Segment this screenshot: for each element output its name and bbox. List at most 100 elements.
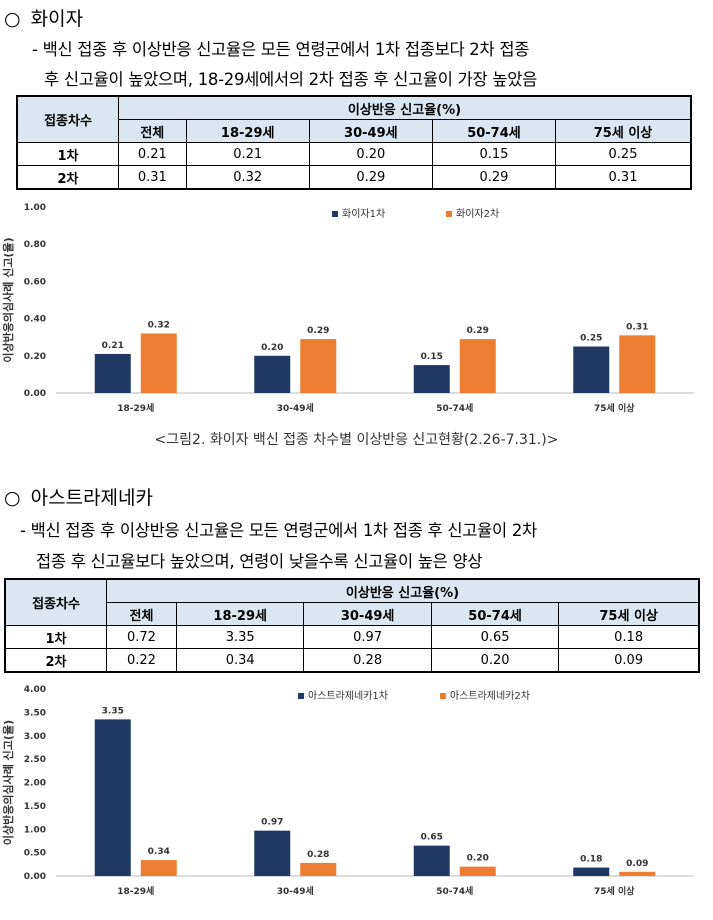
data-label: 0.31 <box>626 322 648 332</box>
x-tick-label: 50-74세 <box>436 402 473 414</box>
data-label: 0.09 <box>626 859 648 869</box>
x-tick-label: 30-49세 <box>277 885 314 897</box>
section-title-astrazeneca: ○ 아스트라제네카 <box>4 483 153 510</box>
rate-table-pfizer: 접종차수 이상반응 신고율(%) 전체 18-29세 30-49세 50-74세 75세 이… <box>16 95 692 190</box>
bar-series-1 <box>413 365 450 393</box>
table-column-header: 50-74세 <box>431 119 557 143</box>
data-label: 0.15 <box>421 352 443 362</box>
table-cell: 3.35 <box>175 625 305 649</box>
table-cell: 0.31 <box>555 165 692 190</box>
y-axis-label: 이상반응의심사례 신고(율) <box>1 720 15 845</box>
table-column-header: 30-49세 <box>303 602 432 626</box>
y-tick-label: 3.00 <box>24 732 46 742</box>
legend-entry: 화이자1차 <box>342 208 385 220</box>
table-cell: 0.32 <box>185 165 310 190</box>
y-tick-label: 1.00 <box>24 203 46 213</box>
y-tick-label: 2.00 <box>24 779 46 789</box>
legend-entry: 아스트라제네카2차 <box>450 690 530 702</box>
legend-swatch <box>332 211 338 217</box>
data-label: 0.29 <box>307 326 329 336</box>
table-cell: 0.72 <box>106 625 177 649</box>
bar-series-2 <box>459 866 496 876</box>
table-cell: 0.97 <box>303 625 432 649</box>
y-tick-label: 4.00 <box>24 685 46 695</box>
x-tick-label: 30-49세 <box>277 402 314 414</box>
table-row: 1차 0.21 0.21 0.20 0.15 0.25 <box>16 142 692 166</box>
y-tick-label: 0.00 <box>24 872 46 882</box>
y-tick-label: 0.40 <box>24 315 46 325</box>
table-group-header: 이상반응 신고율(%) <box>106 578 700 603</box>
bar-series-2 <box>459 339 496 393</box>
table-cell: 0.34 <box>175 648 305 673</box>
body-text-line: 접종 후 신고율보다 높았으며, 연령이 낮을수록 신고율이 높은 양상 <box>36 552 483 571</box>
x-tick-label: 75세 이상 <box>594 885 635 897</box>
bar-series-1 <box>573 867 610 876</box>
y-axis-label: 이상반응의심사례 신고(율) <box>1 237 15 362</box>
table-cell: 0.15 <box>431 142 557 166</box>
bar-chart-astrazeneca: 0.00 0.50 1.00 1.50 2.00 2.50 3.00 3.50 4.00 이상반응… <box>1 685 694 897</box>
table-group-header: 이상반응 신고율(%) <box>118 95 692 120</box>
table-column-header: 50-74세 <box>430 602 560 626</box>
table-cell: 0.25 <box>555 142 692 166</box>
data-label: 0.97 <box>261 818 283 828</box>
bar-series-2 <box>619 335 656 393</box>
bar-series-2 <box>140 333 177 393</box>
data-label: 0.21 <box>102 341 124 351</box>
circle-bullet-icon: ○ <box>4 487 21 509</box>
bar-series-2 <box>619 871 656 876</box>
table-row-label: 2차 <box>4 648 107 673</box>
y-tick-label: 0.00 <box>24 389 46 399</box>
legend-swatch <box>298 693 304 699</box>
bar-series-1 <box>254 830 291 876</box>
data-label: 0.20 <box>261 343 283 353</box>
table-cell: 0.65 <box>430 625 560 649</box>
x-tick-label: 18-29세 <box>117 885 154 897</box>
table-row-header: 접종차수 <box>4 578 107 626</box>
y-tick-label: 2.50 <box>24 755 46 765</box>
y-tick-label: 0.20 <box>24 352 46 362</box>
table-column-header: 18-29세 <box>185 119 310 143</box>
table-row-label: 2차 <box>16 165 119 190</box>
legend-entry: 화이자2차 <box>456 208 499 220</box>
body-text-line: - 백신 접종 후 이상반응 신고율은 모든 연령군에서 1차 접종보다 2차 … <box>32 40 530 59</box>
table-column-header: 전체 <box>118 119 187 143</box>
table-row: 1차 0.72 3.35 0.97 0.65 0.18 <box>4 625 700 649</box>
section-title-text: 아스트라제네카 <box>30 487 154 509</box>
table-cell: 0.29 <box>431 165 557 190</box>
data-label: 0.25 <box>580 334 602 344</box>
table-cell: 0.28 <box>303 648 432 673</box>
bar-series-1 <box>94 719 131 876</box>
table-column-header: 18-29세 <box>175 602 305 626</box>
body-text-line: - 백신 접종 후 이상반응 신고율은 모든 연령군에서 1차 접종 후 신고율… <box>20 521 537 540</box>
rate-table-astrazeneca: 접종차수 이상반응 신고율(%) 전체 18-29세 30-49세 50-74세 75세 이… <box>4 578 700 673</box>
bar-series-1 <box>413 845 450 876</box>
section-title-text: 화이자 <box>30 8 84 30</box>
table-cell: 0.21 <box>185 142 310 166</box>
table-column-header: 75세 이상 <box>555 119 692 143</box>
bar-series-1 <box>573 346 610 393</box>
y-tick-label: 3.50 <box>24 708 46 718</box>
table-column-header: 75세 이상 <box>558 602 700 626</box>
data-label: 0.29 <box>467 326 489 336</box>
data-label: 0.28 <box>307 850 329 860</box>
table-row-label: 1차 <box>4 625 107 649</box>
data-label: 0.20 <box>467 854 489 864</box>
circle-bullet-icon: ○ <box>4 8 21 30</box>
bar-chart-pfizer: 0.00 0.20 0.40 0.60 0.80 1.00 이상반응의심사례 신고(율) 0.… <box>1 203 694 414</box>
x-tick-label: 75세 이상 <box>594 402 635 414</box>
bar-series-2 <box>140 860 177 876</box>
table-cell: 0.29 <box>308 165 433 190</box>
table-cell: 0.20 <box>308 142 433 166</box>
table-row: 2차 0.22 0.34 0.28 0.20 0.09 <box>4 648 700 673</box>
legend-entry: 아스트라제네카1차 <box>308 690 388 702</box>
table-column-header: 30-49세 <box>308 119 433 143</box>
legend-swatch <box>440 693 446 699</box>
table-cell: 0.20 <box>430 648 560 673</box>
data-label: 0.32 <box>148 320 170 330</box>
table-cell: 0.22 <box>106 648 177 673</box>
table-cell: 0.09 <box>558 648 700 673</box>
y-tick-label: 0.50 <box>24 849 46 859</box>
table-cell: 0.31 <box>118 165 187 190</box>
table-column-header: 전체 <box>106 602 177 626</box>
data-label: 0.34 <box>148 847 170 857</box>
